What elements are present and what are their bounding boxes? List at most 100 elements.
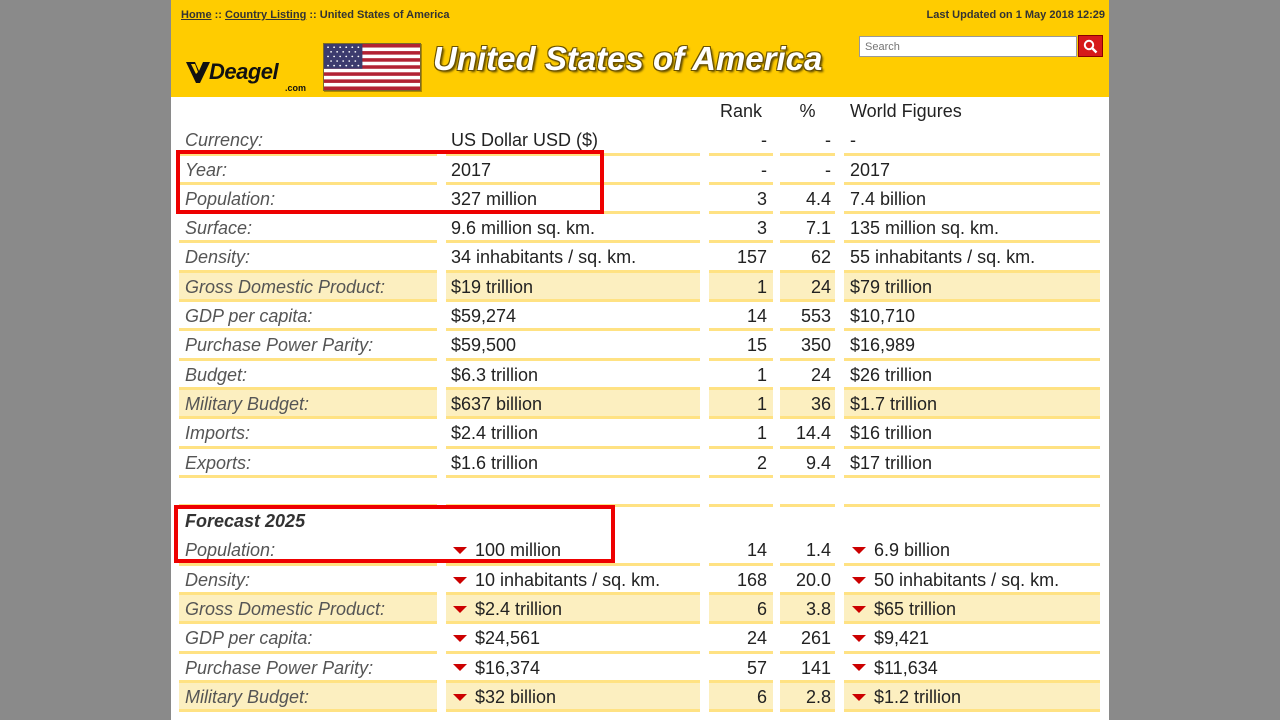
cell-value: 327 million bbox=[446, 185, 700, 215]
cell-world: - bbox=[844, 126, 1100, 156]
magnifier-icon bbox=[1083, 39, 1098, 54]
down-arrow-icon bbox=[453, 547, 467, 555]
cell-rank: - bbox=[709, 126, 773, 156]
us-flag-icon bbox=[323, 43, 421, 91]
cell-value: 2017 bbox=[446, 156, 700, 185]
cell-world: 7.4 billion bbox=[844, 185, 1100, 215]
breadcrumb-current: United States of America bbox=[319, 9, 450, 21]
cell-world: $26 trillion bbox=[844, 361, 1100, 390]
cell-value-text: 10 inhabitants / sq. km. bbox=[475, 569, 661, 590]
cell-rank: 57 bbox=[709, 654, 773, 683]
cell-world: 6.9 billion bbox=[844, 536, 1100, 566]
cell-rank: 15 bbox=[709, 331, 773, 361]
cell-rank: 1 bbox=[709, 389, 773, 420]
cell-value: $2.4 trillion bbox=[446, 595, 700, 625]
breadcrumb-home-link[interactable]: Home bbox=[181, 9, 212, 21]
cell-rank: 1 bbox=[709, 272, 773, 303]
cell-rank: 1 bbox=[709, 419, 773, 449]
cell-value: $2.4 trillion bbox=[446, 419, 700, 449]
cell-value: $32 billion bbox=[446, 682, 700, 713]
cell-world: $9,421 bbox=[844, 624, 1100, 654]
table-row-gross-domestic-product: Gross Domestic Product: $19 trillion 1 24 $7… bbox=[171, 272, 1109, 303]
cell-pct: 9.4 bbox=[780, 449, 835, 478]
down-arrow-icon bbox=[852, 547, 866, 555]
table-header-row: Rank % World Figures bbox=[171, 97, 1109, 126]
cell-pct: 350 bbox=[780, 331, 835, 361]
cell-label: Density: bbox=[179, 566, 437, 596]
breadcrumb-country-listing-link[interactable]: Country Listing bbox=[225, 9, 307, 21]
table-row-purchase-power-parity: Purchase Power Parity: $59,500 15 350 $16,98… bbox=[171, 331, 1109, 361]
page-title: United States of America bbox=[433, 40, 823, 77]
cell-rank: 6 bbox=[709, 682, 773, 713]
cell-pct: 4.4 bbox=[780, 185, 835, 215]
deagel-logo-text: Deagel bbox=[209, 59, 279, 84]
down-arrow-icon bbox=[453, 576, 467, 584]
cell-value: $1.6 trillion bbox=[446, 449, 700, 478]
cell-value: 34 inhabitants / sq. km. bbox=[446, 243, 700, 273]
table-row-density: Density: 10 inhabitants / sq. km. 168 20.0 5… bbox=[171, 566, 1109, 596]
cell-world: $65 trillion bbox=[844, 595, 1100, 625]
cell-pct: 261 bbox=[780, 624, 835, 654]
breadcrumb-separator: :: bbox=[309, 9, 317, 21]
cell-pct: 24 bbox=[780, 361, 835, 390]
cell-value-text: $2.4 trillion bbox=[475, 599, 563, 620]
table-row-gdp-per-capita: GDP per capita: $24,561 24 261 $9,421 bbox=[171, 624, 1109, 654]
column-header-label bbox=[179, 97, 437, 126]
cell-world-text: $9,421 bbox=[874, 628, 930, 649]
table-row-purchase-power-parity: Purchase Power Parity: $16,374 57 141 $11,63… bbox=[171, 654, 1109, 683]
current-data-rows: Currency: US Dollar USD ($) - - - Year: 2017- -… bbox=[171, 126, 1109, 478]
cell-label: GDP per capita: bbox=[179, 302, 437, 332]
down-arrow-icon bbox=[852, 664, 866, 672]
table-row-population: Population: 327 million 3 4.4 7.4 billion bbox=[171, 185, 1109, 215]
cell-value-text: $32 billion bbox=[475, 686, 557, 707]
cell-label: Population: bbox=[179, 185, 437, 215]
cell-world-text: 6.9 billion bbox=[874, 540, 951, 561]
cell-pct: 24 bbox=[780, 272, 835, 303]
cell-label: Gross Domestic Product: bbox=[179, 272, 437, 303]
cell-rank: 2 bbox=[709, 449, 773, 478]
cell-world: 50 inhabitants / sq. km. bbox=[844, 566, 1100, 596]
cell-label: Budget: bbox=[179, 361, 437, 390]
search-input[interactable] bbox=[859, 36, 1077, 57]
cell-pct: - bbox=[780, 126, 835, 156]
cell-label: Density: bbox=[179, 243, 437, 273]
cell-world: $10,710 bbox=[844, 302, 1100, 332]
table-row-population: Population: 100 million 14 1.4 6.9 billion bbox=[171, 536, 1109, 566]
cell-value: $59,500 bbox=[446, 331, 700, 361]
cell-rank: 157 bbox=[709, 243, 773, 273]
down-arrow-icon bbox=[453, 693, 467, 701]
cell-pct: 14.4 bbox=[780, 419, 835, 449]
column-header-rank: Rank bbox=[719, 101, 763, 121]
cell-value-text: 100 million bbox=[475, 540, 562, 561]
cell-world-text: $11,634 bbox=[874, 657, 938, 678]
cell-world-text: $1.2 trillion bbox=[874, 686, 962, 707]
cell-pct: 1.4 bbox=[780, 536, 835, 566]
cell-world: $11,634 bbox=[844, 654, 1100, 683]
cell-label: Surface: bbox=[179, 214, 437, 244]
cell-value: $19 trillion bbox=[446, 272, 700, 303]
cell-label: Gross Domestic Product: bbox=[179, 595, 437, 625]
table-row-gross-domestic-product: Gross Domestic Product: $2.4 trillion 6 3.8… bbox=[171, 595, 1109, 625]
forecast-title: Forecast 2025 bbox=[185, 511, 306, 532]
search-button[interactable] bbox=[1078, 35, 1103, 57]
cell-value: 9.6 million sq. km. bbox=[446, 214, 700, 244]
table-row-year: Year: 2017- -2017 bbox=[171, 156, 1109, 185]
cell-pct: 141 bbox=[780, 654, 835, 683]
cell-world: 135 million sq. km. bbox=[844, 214, 1100, 244]
cell-value: 100 million bbox=[446, 536, 700, 566]
cell-world: 55 inhabitants / sq. km. bbox=[844, 243, 1100, 273]
cell-world-text: $65 trillion bbox=[874, 599, 957, 620]
table-row-budget: Budget: $6.3 trillion 1 24 $26 trillion bbox=[171, 361, 1109, 390]
deagel-logo[interactable]: Deagel .com bbox=[185, 57, 317, 93]
cell-pct: 20.0 bbox=[780, 566, 835, 596]
country-page: Home :: Country Listing :: United States… bbox=[171, 0, 1109, 720]
cell-value-text: $24,561 bbox=[475, 628, 541, 649]
down-arrow-icon bbox=[453, 635, 467, 643]
forecast-data-rows: Population: 100 million 14 1.4 6.9 billion De… bbox=[171, 536, 1109, 713]
country-data-table: Rank % World Figures Currency: US Dollar … bbox=[171, 97, 1109, 713]
column-header-world-figures: World Figures bbox=[850, 101, 962, 121]
down-arrow-icon bbox=[852, 576, 866, 584]
cell-world: 2017 bbox=[844, 156, 1100, 185]
cell-label: Military Budget: bbox=[179, 389, 437, 420]
table-row-surface: Surface: 9.6 million sq. km. 3 7.1 135 milli… bbox=[171, 214, 1109, 244]
